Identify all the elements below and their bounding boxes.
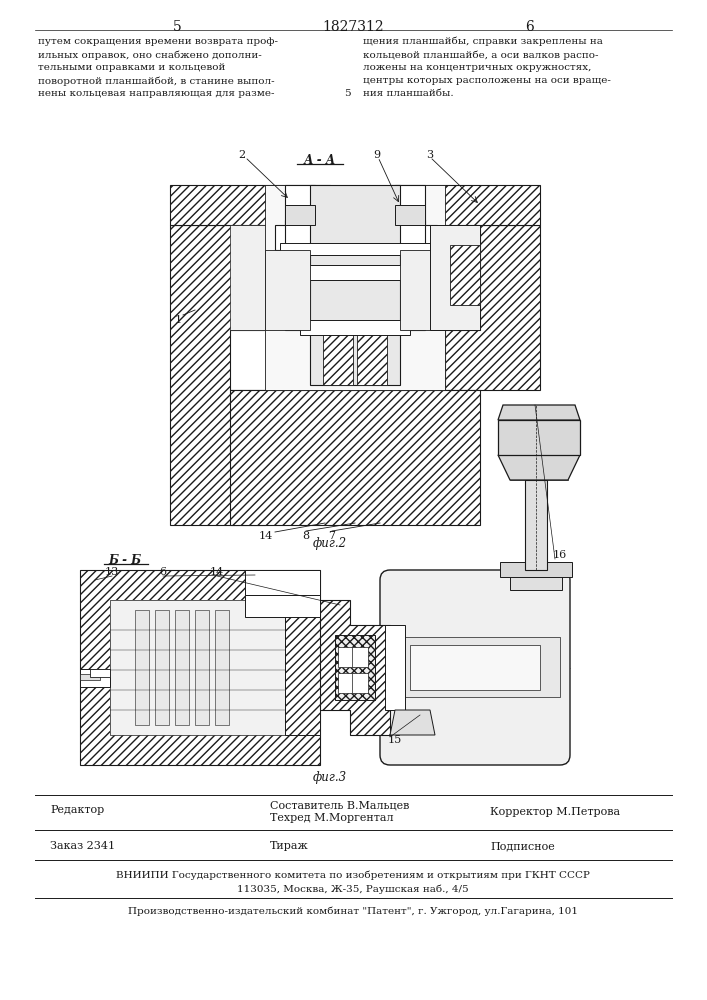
Text: 16: 16 (553, 550, 567, 560)
Bar (155, 610, 169, 725)
Bar (285, 205, 315, 225)
Text: ильных оправок, оно снабжено дополни-: ильных оправок, оно снабжено дополни- (38, 50, 262, 60)
Bar (280, 243, 430, 255)
Polygon shape (390, 185, 540, 225)
Bar (90, 669, 110, 677)
Text: 5: 5 (344, 89, 350, 98)
Polygon shape (285, 600, 320, 735)
Bar (352, 673, 368, 693)
Bar (390, 637, 560, 697)
Text: тельными оправками и кольцевой: тельными оправками и кольцевой (38, 63, 226, 72)
Bar (395, 205, 425, 225)
Text: Техред М.Моргентал: Техред М.Моргентал (270, 813, 394, 823)
Text: Корректор М.Петрова: Корректор М.Петрова (490, 807, 620, 817)
Bar (265, 185, 445, 390)
Text: Редактор: Редактор (50, 805, 104, 815)
Bar (430, 225, 480, 330)
Text: 14: 14 (259, 531, 273, 541)
Polygon shape (170, 225, 265, 525)
Text: 13: 13 (105, 567, 119, 577)
Bar (215, 610, 229, 725)
Bar (110, 600, 285, 735)
Polygon shape (498, 405, 580, 420)
Text: фиг.3: фиг.3 (313, 770, 347, 784)
Bar (285, 185, 315, 225)
Bar (385, 625, 405, 710)
Text: Производственно-издательский комбинат "Патент", г. Ужгород, ул.Гагарина, 101: Производственно-издательский комбинат "П… (128, 907, 578, 916)
Bar (510, 568, 562, 590)
Bar (195, 610, 209, 725)
Text: 15: 15 (388, 735, 402, 745)
Bar (245, 595, 320, 617)
Text: ложены на концентричных окружностях,: ложены на концентричных окружностях, (363, 63, 591, 72)
Bar (338, 647, 354, 667)
Text: Б - Б: Б - Б (108, 554, 141, 566)
Bar (410, 645, 540, 690)
Bar (400, 250, 445, 330)
Bar (500, 562, 572, 577)
Text: А - А: А - А (304, 153, 337, 166)
Bar (245, 570, 320, 595)
Polygon shape (170, 185, 330, 225)
Bar (80, 669, 110, 687)
Bar (498, 420, 580, 455)
Bar (335, 635, 375, 700)
Text: Составитель В.Мальцев: Составитель В.Мальцев (270, 800, 409, 810)
Text: Тираж: Тираж (270, 841, 309, 851)
Text: Заказ 2341: Заказ 2341 (50, 841, 115, 851)
Text: 14: 14 (210, 567, 224, 577)
Text: 7: 7 (329, 531, 336, 541)
Bar (80, 674, 100, 680)
Text: нены кольцевая направляющая для разме-: нены кольцевая направляющая для разме- (38, 89, 274, 98)
Text: 1: 1 (175, 315, 182, 325)
Bar (175, 610, 189, 725)
Bar (338, 673, 354, 693)
Text: центры которых расположены на оси враще-: центры которых расположены на оси враще- (363, 76, 611, 85)
Bar (300, 265, 410, 280)
Polygon shape (498, 455, 580, 480)
FancyBboxPatch shape (380, 570, 570, 765)
Text: 1827312: 1827312 (322, 20, 384, 34)
Text: 3: 3 (426, 150, 433, 160)
Bar (265, 250, 310, 330)
Bar (285, 220, 315, 330)
Bar (310, 185, 400, 385)
Bar (450, 245, 480, 305)
Text: 5: 5 (173, 20, 182, 34)
Bar (135, 610, 149, 725)
Polygon shape (445, 225, 540, 390)
Text: путем сокращения времени возврата проф-: путем сокращения времени возврата проф- (38, 37, 278, 46)
Text: ния планшайбы.: ния планшайбы. (363, 89, 454, 98)
Bar (300, 320, 410, 335)
Bar (323, 330, 353, 385)
Text: 2: 2 (238, 150, 245, 160)
Text: щения планшайбы, справки закреплены на: щения планшайбы, справки закреплены на (363, 37, 603, 46)
Bar (110, 600, 285, 735)
Text: 113035, Москва, Ж-35, Раушская наб., 4/5: 113035, Москва, Ж-35, Раушская наб., 4/5 (237, 884, 469, 894)
Text: 8: 8 (303, 531, 310, 541)
Polygon shape (80, 570, 320, 765)
Bar (357, 330, 387, 385)
Bar (525, 480, 547, 570)
Text: 6: 6 (160, 567, 167, 577)
Text: 9: 9 (373, 150, 380, 160)
Text: поворотной планшайбой, в станине выпол-: поворотной планшайбой, в станине выпол- (38, 76, 274, 86)
Text: 6: 6 (525, 20, 534, 34)
Bar (275, 225, 437, 250)
Polygon shape (390, 710, 435, 735)
Text: фиг.2: фиг.2 (313, 536, 347, 550)
Polygon shape (320, 600, 390, 735)
Text: ВНИИПИ Государственного комитета по изобретениям и открытиям при ГКНТ СССР: ВНИИПИ Государственного комитета по изоб… (116, 870, 590, 880)
Bar (395, 185, 425, 225)
Bar (230, 225, 265, 330)
Text: кольцевой планшайбе, а оси валков распо-: кольцевой планшайбе, а оси валков распо- (363, 50, 599, 60)
Bar (352, 647, 368, 667)
Polygon shape (230, 390, 480, 525)
Bar (395, 220, 425, 330)
Text: Подписное: Подписное (490, 841, 555, 851)
